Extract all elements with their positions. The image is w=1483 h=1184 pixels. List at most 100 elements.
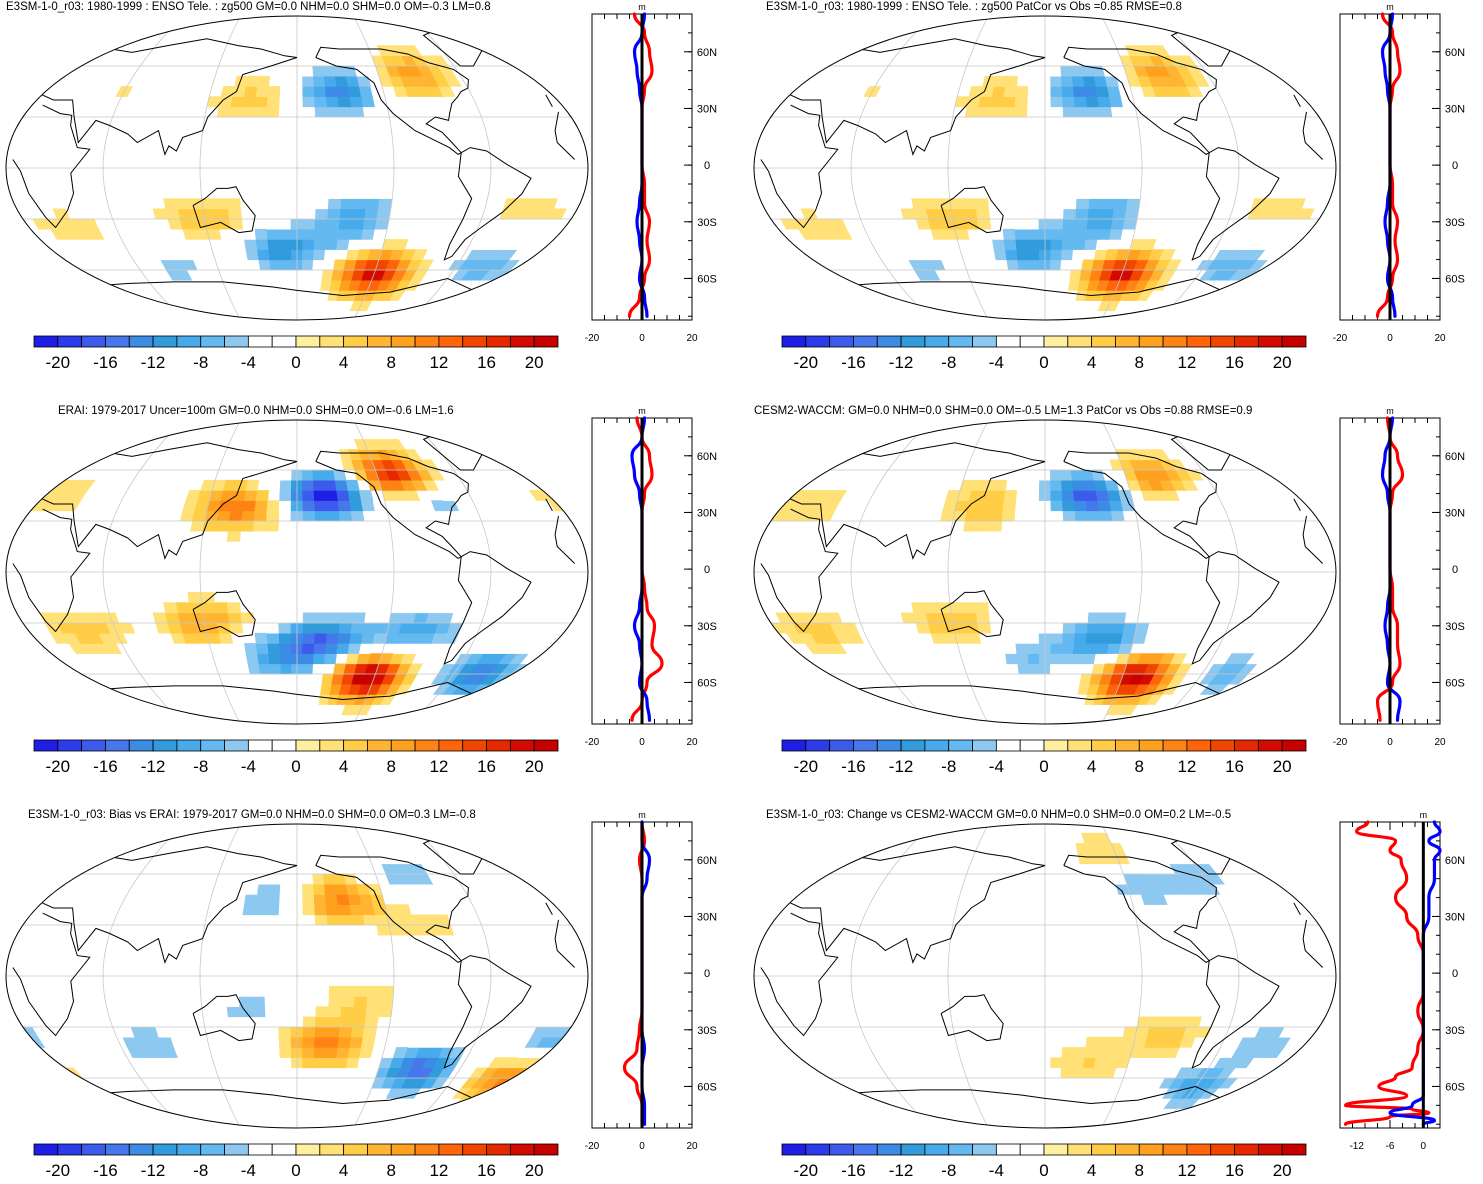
heat-cell <box>325 632 340 644</box>
heat-cell <box>1049 259 1062 271</box>
heat-cell <box>302 228 316 240</box>
heat-cell <box>1027 239 1040 250</box>
heat-cell <box>403 602 419 614</box>
heat-cell <box>1028 663 1041 675</box>
heat-cell <box>388 208 404 220</box>
heat-cell <box>341 985 356 997</box>
colorbar-swatch <box>152 1143 178 1156</box>
heat-cell <box>327 520 342 532</box>
heat-cell <box>1062 500 1076 512</box>
heat-cell <box>279 249 292 261</box>
heat-cell <box>72 1087 96 1099</box>
colorbar-swatch <box>1281 1143 1307 1156</box>
heat-cell <box>338 1026 353 1038</box>
heat-cell <box>280 673 293 685</box>
colorbar-swatch <box>1210 1143 1235 1156</box>
heat-cell <box>1001 106 1016 118</box>
heat-cell <box>202 924 218 936</box>
profile-xtick-label: -12 <box>1349 1141 1364 1152</box>
heat-cell <box>265 520 279 532</box>
colorbar-swatch <box>1234 739 1259 752</box>
heat-cell <box>229 106 244 118</box>
graticule-meridian <box>352 16 395 320</box>
colorbar-swatch <box>81 1143 106 1156</box>
heat-cell <box>326 106 341 118</box>
colorbar-tick-label: 12 <box>1177 353 1196 372</box>
heat-cell <box>336 1047 350 1058</box>
heat-cell <box>1110 622 1126 634</box>
colorbar-swatch <box>367 739 392 752</box>
heat-cell <box>1061 239 1075 250</box>
heat-cell <box>417 541 433 552</box>
map-panel-3: ERAI: 1979-2017 Uncer=100m GM=0.0 NHM=0.… <box>5 405 589 725</box>
coastline <box>940 186 1004 234</box>
heat-cell <box>1073 632 1088 644</box>
heat-cell <box>226 198 241 210</box>
colorbar-tick-label: 4 <box>1087 1161 1096 1179</box>
heat-cell <box>962 198 977 210</box>
heat-cell <box>1003 490 1018 501</box>
heat-cell <box>302 612 317 624</box>
heat-cell <box>405 551 420 563</box>
heat-cell <box>936 249 953 261</box>
profile-xtick-label: 0 <box>639 1141 645 1152</box>
heat-cell <box>337 904 352 916</box>
heat-cell <box>229 914 244 926</box>
colorbar-tick-label: -20 <box>794 757 819 776</box>
colorbar-swatch <box>1138 335 1164 348</box>
heat-cell <box>266 500 280 512</box>
heat-cell <box>1074 510 1089 522</box>
profile-ytick-label: 30S <box>697 621 717 633</box>
coastline <box>829 1085 1222 1105</box>
colorbar-tick-label: 4 <box>1087 353 1096 372</box>
heat-cell <box>1050 208 1065 220</box>
heat-cell <box>1026 228 1040 240</box>
heat-cell <box>163 198 179 210</box>
coastline <box>42 38 553 156</box>
map-border <box>753 419 1337 725</box>
coastline <box>829 277 1222 297</box>
heat-cell <box>1027 249 1040 261</box>
colorbar-swatch <box>295 739 321 752</box>
heat-cell <box>336 894 350 905</box>
heat-cell <box>270 673 283 685</box>
heat-cell <box>988 1016 1003 1028</box>
heat-cell <box>312 65 325 77</box>
colorbar-swatch <box>781 335 807 348</box>
heat-cell <box>257 653 271 665</box>
heat-cell <box>324 239 339 250</box>
colorbar-swatch <box>900 335 926 348</box>
heat-cell <box>350 914 365 926</box>
profile-ytick-label: 60S <box>1445 273 1465 285</box>
graticule-meridian <box>947 824 990 1128</box>
heat-cell <box>232 894 247 905</box>
heat-cell <box>241 914 256 926</box>
heat-cell <box>302 218 316 230</box>
colorbar-swatch <box>319 739 345 752</box>
colorbar-swatch <box>1257 739 1283 752</box>
heat-cell <box>227 520 243 532</box>
heat-cell <box>1014 96 1028 108</box>
heat-cell <box>980 239 995 250</box>
panel-title: E3SM-1-0_r03: Bias vs ERAI: 1979-2017 GM… <box>28 809 476 821</box>
heat-cell <box>314 622 329 634</box>
heat-cell <box>415 602 431 614</box>
heat-cell <box>220 86 236 97</box>
colorbar-swatch <box>33 335 59 348</box>
heat-cell <box>1098 510 1113 522</box>
heat-cell <box>314 218 329 230</box>
heat-cell <box>254 904 269 916</box>
heat-cell <box>992 490 1006 501</box>
coastline <box>1191 147 1280 261</box>
colorbar-swatch <box>295 1143 321 1156</box>
heat-cell <box>324 894 339 905</box>
heat-cell <box>328 996 343 1007</box>
heat-cell <box>349 228 364 240</box>
heat-cell <box>988 520 1003 532</box>
heat-cell <box>302 904 316 916</box>
colorbar-swatch <box>486 739 511 752</box>
heat-cell <box>302 632 316 644</box>
colorbar-swatch <box>438 335 464 348</box>
heat-cell <box>1003 86 1018 97</box>
heat-cell <box>1071 75 1085 87</box>
